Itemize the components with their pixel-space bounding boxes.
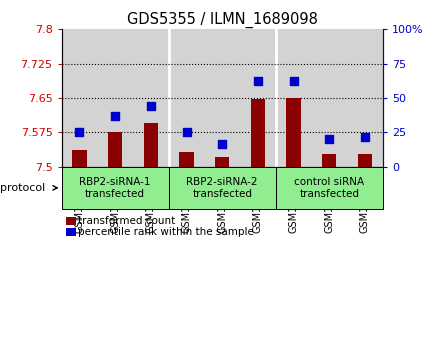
Bar — [240, 29, 276, 167]
Bar — [72, 150, 87, 167]
Bar — [133, 29, 169, 167]
Bar — [286, 98, 301, 167]
Text: transformed count: transformed count — [78, 216, 176, 226]
Text: percentile rank within the sample: percentile rank within the sample — [78, 227, 254, 237]
Title: GDS5355 / ILMN_1689098: GDS5355 / ILMN_1689098 — [127, 12, 318, 28]
Point — [76, 130, 83, 135]
Text: control siRNA
transfected: control siRNA transfected — [294, 177, 364, 199]
Point — [254, 78, 261, 84]
Point — [290, 78, 297, 84]
Text: protocol: protocol — [0, 183, 45, 193]
Point — [147, 103, 154, 109]
Point — [219, 140, 226, 146]
Bar — [144, 123, 158, 167]
Point — [183, 130, 190, 135]
Point — [361, 134, 368, 139]
Bar — [169, 29, 204, 167]
Bar — [215, 157, 229, 167]
Bar — [312, 29, 347, 167]
Point — [112, 113, 119, 119]
Bar — [108, 132, 122, 167]
Bar — [276, 29, 312, 167]
Text: RBP2-siRNA-1
transfected: RBP2-siRNA-1 transfected — [79, 177, 151, 199]
Bar — [358, 154, 372, 167]
Bar — [204, 29, 240, 167]
Bar — [97, 29, 133, 167]
Bar — [322, 154, 337, 167]
Bar — [62, 29, 97, 167]
Point — [326, 136, 333, 142]
Bar — [251, 99, 265, 167]
Bar — [347, 29, 383, 167]
Text: RBP2-siRNA-2
transfected: RBP2-siRNA-2 transfected — [187, 177, 258, 199]
Bar — [180, 152, 194, 167]
